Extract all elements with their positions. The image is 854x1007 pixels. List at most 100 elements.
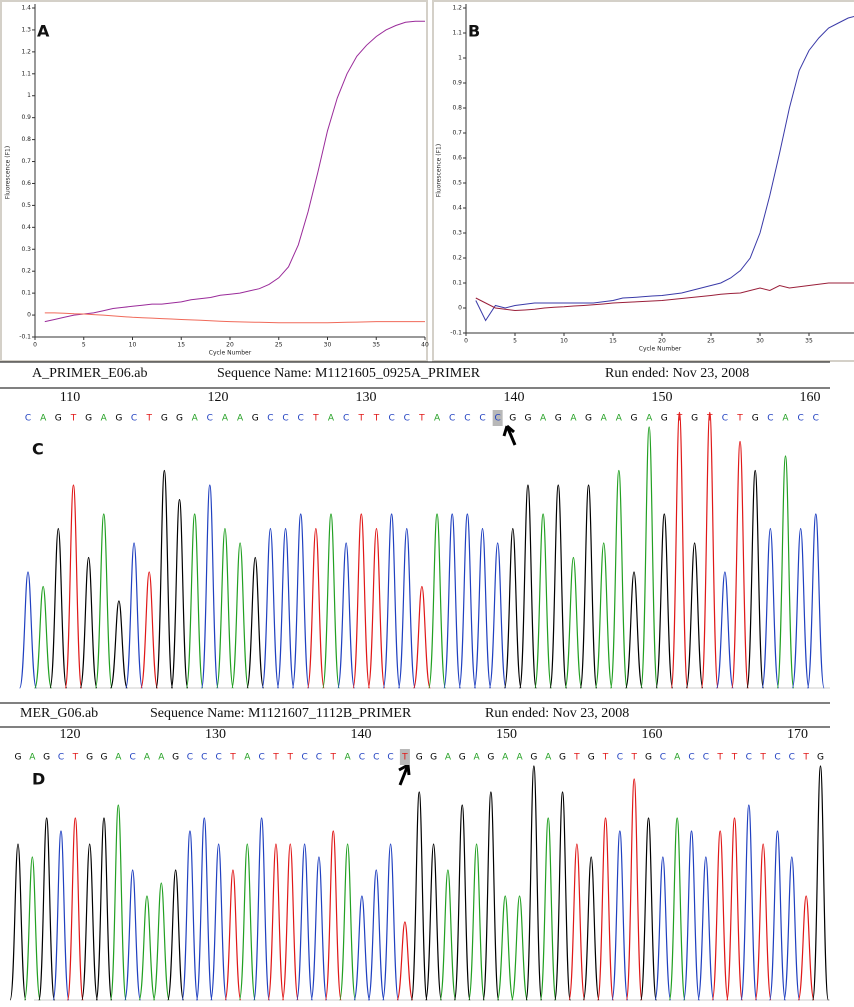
peak: [565, 558, 582, 689]
peak: [196, 818, 212, 1000]
position-label: 130: [356, 390, 377, 405]
base-call: C: [343, 414, 349, 424]
base-call: C: [703, 753, 709, 763]
peak: [282, 844, 298, 1000]
peak: [440, 870, 456, 1000]
peak: [292, 514, 309, 688]
y-tick-label: 0.8: [452, 105, 462, 112]
base-call: C: [798, 414, 804, 424]
peak: [792, 529, 809, 689]
base-call: A: [540, 414, 547, 424]
base-call: G: [691, 414, 698, 424]
base-call: A: [29, 753, 36, 763]
peak: [325, 831, 341, 1000]
y-tick-label: 0.1: [21, 290, 31, 297]
base-call: T: [401, 753, 408, 763]
base-call: C: [746, 753, 752, 763]
base-call: G: [172, 753, 179, 763]
position-label: 150: [496, 727, 517, 742]
base-call: C: [479, 414, 485, 424]
peak: [24, 857, 40, 1000]
peak: [398, 529, 415, 689]
peak: [20, 572, 37, 688]
peak: [95, 514, 112, 688]
position-label: 160: [800, 390, 821, 405]
x-tick-label: 30: [324, 342, 332, 349]
peak: [656, 514, 673, 688]
peak: [671, 413, 688, 689]
base-call: T: [602, 753, 609, 763]
base-call: T: [70, 414, 77, 424]
base-call: C: [373, 753, 379, 763]
y-tick-label: 1: [458, 55, 462, 62]
base-call: G: [524, 414, 531, 424]
base-call: C: [688, 753, 694, 763]
peak: [411, 792, 427, 1000]
peak: [268, 844, 284, 1000]
base-call: T: [72, 753, 79, 763]
base-call: C: [404, 414, 410, 424]
base-call: G: [752, 414, 759, 424]
base-call: C: [388, 414, 394, 424]
peak: [414, 587, 431, 689]
x-tick-label: 40: [421, 342, 429, 349]
base-call: A: [328, 414, 335, 424]
y-tick-label: 0.5: [452, 180, 462, 187]
peak: [747, 471, 764, 689]
position-label: 120: [60, 727, 81, 742]
peak: [247, 558, 264, 689]
y-tick-label: 0.2: [452, 255, 462, 262]
peak: [35, 587, 52, 689]
peak: [540, 818, 556, 1000]
peak: [698, 857, 714, 1000]
peak: [686, 543, 703, 688]
base-call: G: [176, 414, 183, 424]
base-call: G: [252, 414, 259, 424]
base-call: T: [272, 753, 279, 763]
peak: [96, 818, 112, 1000]
peak: [526, 766, 542, 1000]
position-label: 110: [60, 390, 80, 405]
base-call: A: [244, 753, 251, 763]
peak: [497, 896, 513, 1000]
base-call: T: [716, 753, 723, 763]
peak: [474, 529, 491, 689]
y-tick-label: 1.2: [21, 48, 31, 55]
peak: [741, 805, 757, 1000]
base-call: C: [359, 753, 365, 763]
x-tick-label: 0: [33, 342, 37, 349]
panel-label: D: [32, 770, 45, 789]
peak: [82, 844, 98, 1000]
peak: [368, 870, 384, 1000]
y-tick-label: 1: [27, 92, 31, 99]
base-call: A: [616, 414, 623, 424]
peak: [626, 779, 642, 1000]
base-call: G: [15, 753, 22, 763]
base-call: G: [85, 414, 92, 424]
peak: [80, 558, 97, 689]
position-label: 120: [208, 390, 229, 405]
base-call: T: [630, 753, 637, 763]
base-call: A: [115, 753, 122, 763]
base-call: G: [430, 753, 437, 763]
peak: [340, 844, 356, 1000]
base-call: C: [464, 414, 470, 424]
base-call: C: [58, 753, 64, 763]
base-call: T: [802, 753, 809, 763]
file-name: A_PRIMER_E06.ab: [32, 366, 148, 381]
peak: [598, 818, 614, 1000]
base-call: C: [316, 753, 322, 763]
peak: [353, 514, 370, 688]
peak: [669, 818, 685, 1000]
base-call: C: [789, 753, 795, 763]
peak: [520, 485, 537, 688]
x-tick-label: 25: [707, 338, 715, 345]
peak: [555, 792, 571, 1000]
peak: [569, 844, 585, 1000]
base-call: G: [43, 753, 50, 763]
peak: [10, 844, 26, 1000]
peak: [338, 543, 355, 688]
y-tick-label: 0.6: [21, 180, 31, 187]
peak: [225, 870, 241, 1000]
base-call: C: [267, 414, 273, 424]
